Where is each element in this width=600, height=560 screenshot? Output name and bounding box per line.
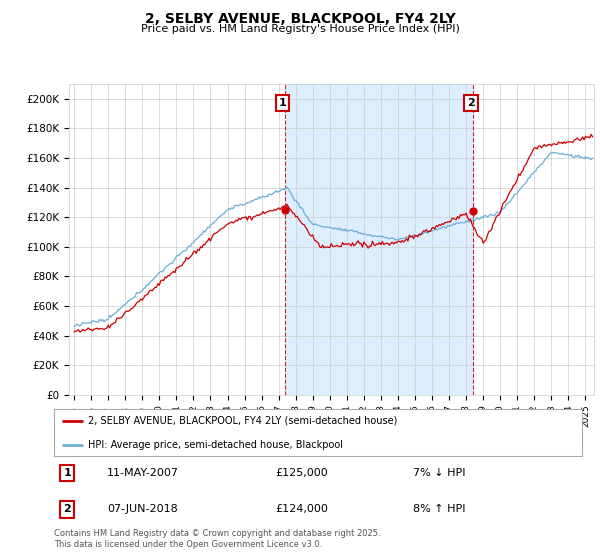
- Text: 1: 1: [278, 98, 286, 108]
- Bar: [285, 84, 473, 395]
- Text: Price paid vs. HM Land Registry's House Price Index (HPI): Price paid vs. HM Land Registry's House …: [140, 24, 460, 34]
- Text: 2, SELBY AVENUE, BLACKPOOL, FY4 2LY (semi-detached house): 2, SELBY AVENUE, BLACKPOOL, FY4 2LY (sem…: [88, 416, 398, 426]
- Text: £124,000: £124,000: [276, 505, 329, 515]
- Text: 8% ↑ HPI: 8% ↑ HPI: [413, 505, 466, 515]
- Text: £125,000: £125,000: [276, 468, 329, 478]
- Text: 11-MAY-2007: 11-MAY-2007: [107, 468, 179, 478]
- Text: 1: 1: [64, 468, 71, 478]
- Text: 07-JUN-2018: 07-JUN-2018: [107, 505, 178, 515]
- Text: 7% ↓ HPI: 7% ↓ HPI: [413, 468, 466, 478]
- Text: 2: 2: [64, 505, 71, 515]
- Text: 2: 2: [467, 98, 475, 108]
- Text: HPI: Average price, semi-detached house, Blackpool: HPI: Average price, semi-detached house,…: [88, 440, 343, 450]
- Text: 2, SELBY AVENUE, BLACKPOOL, FY4 2LY: 2, SELBY AVENUE, BLACKPOOL, FY4 2LY: [145, 12, 455, 26]
- Text: Contains HM Land Registry data © Crown copyright and database right 2025.
This d: Contains HM Land Registry data © Crown c…: [54, 529, 380, 549]
